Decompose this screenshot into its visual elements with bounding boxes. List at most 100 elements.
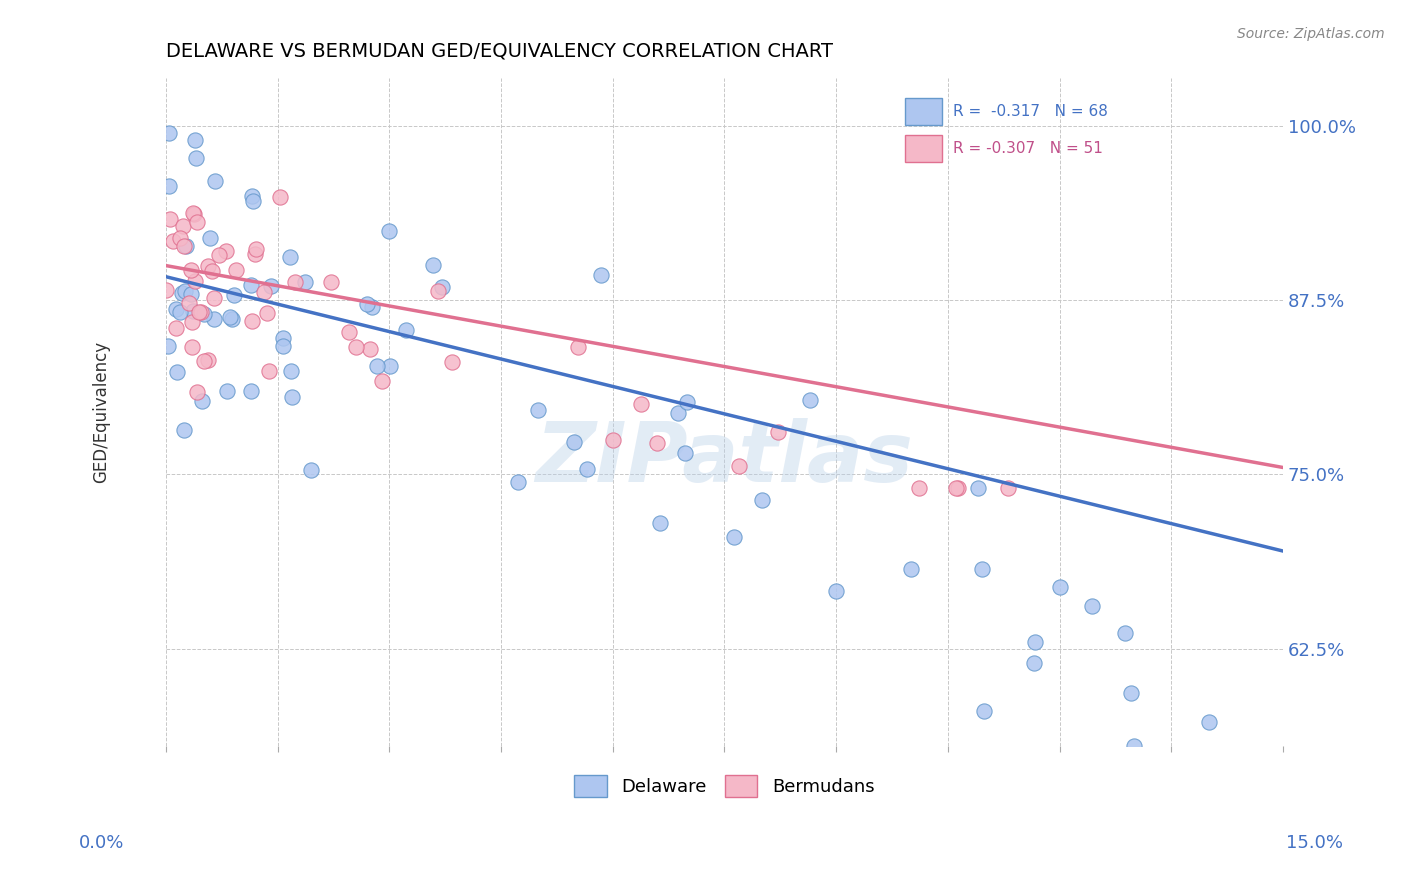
- Point: [356, 297, 378, 311]
- Point: [422, 258, 444, 272]
- Point: [172, 286, 194, 301]
- Point: [575, 462, 598, 476]
- Point: [1121, 686, 1143, 700]
- Point: [169, 231, 191, 245]
- Point: [319, 275, 342, 289]
- Text: DELAWARE VS BERMUDAN GED/EQUIVALENCY CORRELATION CHART: DELAWARE VS BERMUDAN GED/EQUIVALENCY COR…: [166, 42, 832, 61]
- Point: [157, 339, 180, 353]
- Point: [751, 493, 773, 508]
- Point: [172, 219, 194, 233]
- Point: [278, 250, 301, 264]
- Point: [799, 392, 821, 407]
- Point: [184, 152, 207, 166]
- Point: [666, 405, 689, 419]
- Point: [344, 340, 367, 354]
- Point: [359, 342, 381, 356]
- Point: [191, 394, 214, 409]
- Point: [198, 231, 221, 245]
- Point: [673, 446, 696, 460]
- Point: [224, 288, 246, 302]
- Point: [157, 126, 180, 140]
- Point: [165, 301, 187, 316]
- Point: [676, 394, 699, 409]
- Legend: Delaware, Bermudans: Delaware, Bermudans: [567, 767, 882, 804]
- Point: [257, 364, 280, 378]
- Point: [562, 435, 585, 450]
- Point: [945, 482, 967, 496]
- Text: 15.0%: 15.0%: [1286, 834, 1343, 852]
- Point: [427, 285, 450, 299]
- Point: [173, 285, 195, 299]
- Point: [900, 562, 922, 576]
- Point: [180, 340, 202, 354]
- Point: [1049, 580, 1071, 594]
- Point: [281, 390, 304, 404]
- Point: [155, 283, 177, 297]
- Point: [648, 516, 671, 531]
- Text: 0.0%: 0.0%: [79, 834, 124, 852]
- Point: [197, 260, 219, 274]
- Point: [243, 247, 266, 261]
- Point: [165, 321, 187, 335]
- Point: [366, 359, 388, 373]
- Y-axis label: GED/Equivalency: GED/Equivalency: [93, 341, 110, 483]
- Point: [371, 374, 394, 388]
- Point: [181, 304, 204, 318]
- Point: [430, 279, 453, 293]
- Point: [202, 311, 225, 326]
- Point: [183, 206, 205, 220]
- Point: [201, 263, 224, 277]
- Text: ZIPatlas: ZIPatlas: [536, 418, 914, 500]
- Point: [527, 402, 550, 417]
- Point: [242, 194, 264, 208]
- Point: [997, 482, 1019, 496]
- Point: [245, 242, 267, 256]
- Point: [723, 530, 745, 544]
- Point: [239, 277, 262, 292]
- Point: [946, 482, 969, 496]
- Point: [589, 268, 612, 283]
- Point: [299, 463, 322, 477]
- Point: [766, 425, 789, 439]
- Point: [1024, 635, 1046, 649]
- Point: [240, 314, 263, 328]
- Point: [280, 364, 302, 378]
- Point: [239, 384, 262, 398]
- Point: [169, 304, 191, 318]
- Point: [1024, 657, 1046, 671]
- Point: [271, 331, 294, 345]
- Point: [1114, 625, 1136, 640]
- Text: Source: ZipAtlas.com: Source: ZipAtlas.com: [1237, 27, 1385, 41]
- Point: [1081, 599, 1104, 613]
- Point: [184, 274, 207, 288]
- Point: [183, 206, 205, 220]
- Point: [1123, 739, 1146, 753]
- Point: [215, 384, 238, 398]
- Point: [630, 397, 652, 411]
- Point: [180, 263, 202, 277]
- Point: [973, 704, 995, 718]
- Point: [174, 239, 197, 253]
- Point: [259, 279, 281, 293]
- Point: [395, 323, 418, 337]
- Point: [284, 275, 307, 289]
- Point: [256, 306, 278, 320]
- Point: [190, 304, 212, 318]
- Point: [253, 285, 276, 299]
- Point: [204, 174, 226, 188]
- Point: [215, 244, 238, 259]
- Point: [184, 133, 207, 147]
- Point: [225, 263, 247, 277]
- Point: [567, 340, 589, 354]
- Point: [180, 287, 202, 301]
- Point: [202, 291, 225, 305]
- Point: [221, 312, 243, 326]
- Point: [219, 310, 242, 324]
- Point: [271, 339, 294, 353]
- Point: [208, 248, 231, 262]
- Point: [339, 325, 361, 339]
- Point: [157, 179, 180, 194]
- Point: [380, 359, 402, 374]
- Point: [187, 304, 209, 318]
- Point: [908, 482, 931, 496]
